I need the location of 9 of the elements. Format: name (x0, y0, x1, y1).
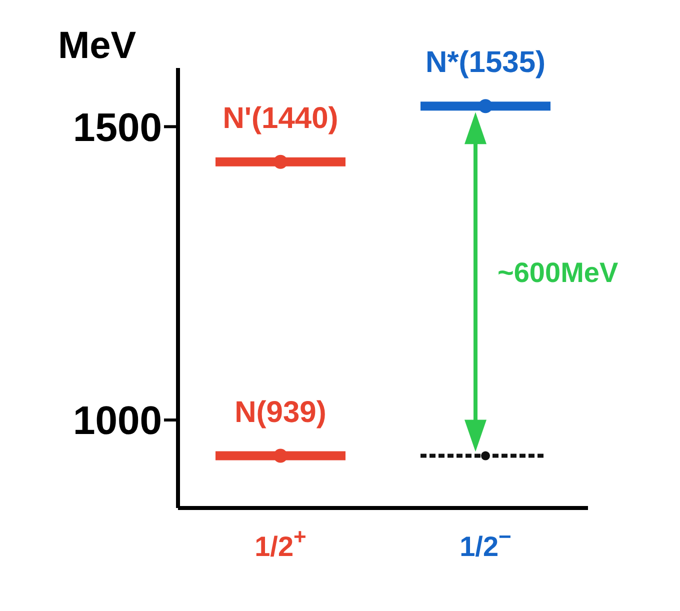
series-label: N'(1440) (222, 102, 338, 135)
y-axis-title: MeV (58, 25, 137, 67)
y-tick-label: 1000 (73, 399, 162, 444)
annotation: ~600MeV (498, 256, 618, 288)
x-tick-label: 1/2$^{+}$ (254, 524, 306, 562)
series-label: N*(1535) (425, 46, 546, 80)
series-label: N(939) (234, 396, 326, 429)
y-tick-label: 1500 (73, 106, 162, 150)
x-tick-label: 1/2$^{−}$ (460, 524, 512, 562)
